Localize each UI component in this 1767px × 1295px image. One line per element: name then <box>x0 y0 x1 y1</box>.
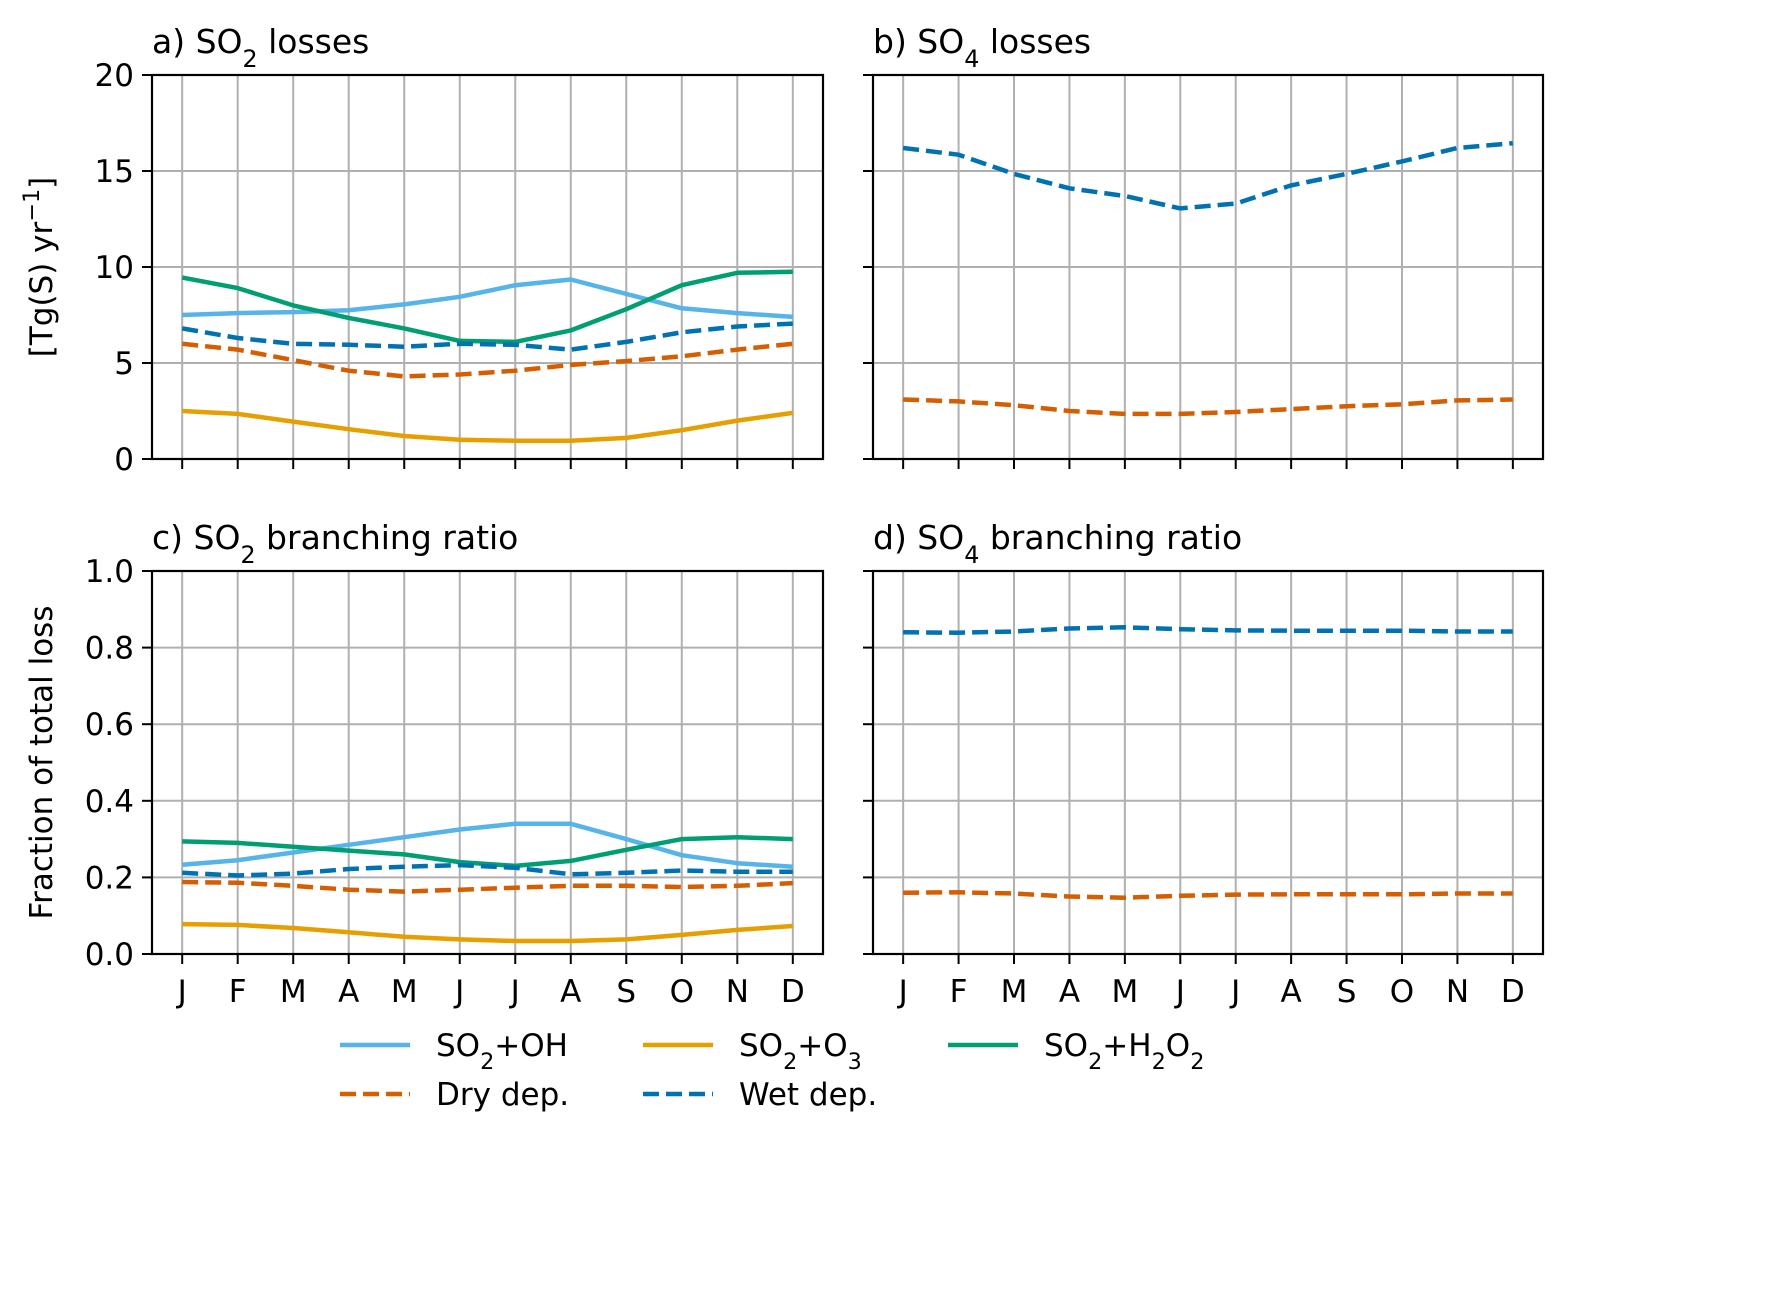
y-tick-label: 5 <box>114 346 134 382</box>
x-tick-label: N <box>726 974 749 1010</box>
y-tick-label: 0.4 <box>85 784 134 820</box>
y-axis-label: Fraction of total loss <box>24 606 60 920</box>
series-line-dry-dep- <box>181 341 794 379</box>
y-tick-label: 15 <box>95 154 134 190</box>
series-line-dry-dep- <box>903 890 1513 900</box>
x-tick-label: O <box>670 974 694 1010</box>
panel-d: J F M A M J J A S O N Dd) SO4 branching ratio <box>863 518 1545 1010</box>
axes-frame <box>871 569 1545 956</box>
y-tick-label: 0.2 <box>85 860 134 896</box>
x-tick-label: M <box>1111 974 1138 1010</box>
series-line-dry-dep- <box>903 397 1513 417</box>
y-tick-label: 0.8 <box>85 631 134 667</box>
legend-item: Wet dep. <box>643 1077 877 1113</box>
x-tick-label: A <box>1281 974 1302 1010</box>
x-tick-label: J <box>453 974 464 1010</box>
legend-item: Dry dep. <box>340 1077 569 1113</box>
series-line-so2-o3 <box>182 921 793 944</box>
x-tick-label: A <box>1059 974 1080 1010</box>
x-tick-label: F <box>950 974 968 1010</box>
legend-label: SO2+OH <box>436 1028 568 1075</box>
series-line-wet-dep- <box>903 625 1513 635</box>
panel-title: a) SO2 losses <box>152 22 369 73</box>
legend-item: SO2+OH <box>340 1028 568 1075</box>
x-tick-label: J <box>176 974 187 1010</box>
x-tick-label: M <box>280 974 307 1010</box>
series-line-wet-dep- <box>182 862 793 878</box>
y-tick-label: 0.0 <box>85 937 134 973</box>
y-tick-label: 10 <box>95 250 134 286</box>
axes-frame <box>150 569 825 956</box>
x-tick-label: O <box>1390 974 1414 1010</box>
x-tick-label: N <box>1446 974 1469 1010</box>
x-tick-label: F <box>229 974 247 1010</box>
panel-title: d) SO4 branching ratio <box>873 518 1242 569</box>
y-tick-label: 20 <box>95 58 134 94</box>
legend-label: SO2+H2O2 <box>1044 1028 1204 1075</box>
x-tick-label: J <box>1174 974 1185 1010</box>
series-line-wet-dep- <box>181 321 793 352</box>
panel-title: c) SO2 branching ratio <box>152 518 518 569</box>
panel-title: b) SO4 losses <box>873 22 1091 73</box>
series-line-so2-oh <box>182 277 793 320</box>
series-line-so2-h2o2 <box>181 269 793 345</box>
x-tick-label: M <box>1001 974 1028 1010</box>
y-tick-label: 0.6 <box>85 707 134 743</box>
x-tick-label: A <box>338 974 359 1010</box>
x-tick-label: S <box>1337 974 1357 1010</box>
series-line-wet-dep- <box>902 140 1513 211</box>
panel-c: J F M A M J J A S O N D0.00.20.40.60.81.0c) SO2 bra… <box>24 518 825 1010</box>
legend: SO2+OH SO2+O3 SO2+H2O2 Dry dep. Wet dep. <box>340 1028 1204 1113</box>
panel-a: 0 5 10 15 20 a) SO2 losses [Tg(S) yr−1] <box>19 22 825 478</box>
x-tick-label: J <box>897 974 908 1010</box>
legend-label: Dry dep. <box>436 1077 569 1113</box>
legend-label: SO2+O3 <box>739 1028 862 1075</box>
y-tick-label: 0 <box>114 442 134 478</box>
x-tick-label: J <box>509 974 520 1010</box>
x-tick-label: J <box>1229 974 1240 1010</box>
x-tick-label: D <box>1501 974 1525 1010</box>
panel-b: b) SO4 losses <box>863 22 1545 469</box>
legend-item: SO2+H2O2 <box>948 1028 1204 1075</box>
x-tick-label: M <box>391 974 418 1010</box>
y-tick-label: 1.0 <box>85 554 134 590</box>
series-line-so2-oh <box>182 821 793 869</box>
series-line-so2-h2o2 <box>182 834 793 869</box>
x-tick-label: D <box>781 974 805 1010</box>
y-axis-label: [Tg(S) yr−1] <box>19 177 60 358</box>
x-tick-label: S <box>616 974 636 1010</box>
legend-item: SO2+O3 <box>643 1028 862 1075</box>
legend-label: Wet dep. <box>739 1077 877 1113</box>
x-tick-label: A <box>560 974 581 1010</box>
series-line-so2-o3 <box>182 408 794 444</box>
series-line-dry-dep- <box>182 879 793 894</box>
